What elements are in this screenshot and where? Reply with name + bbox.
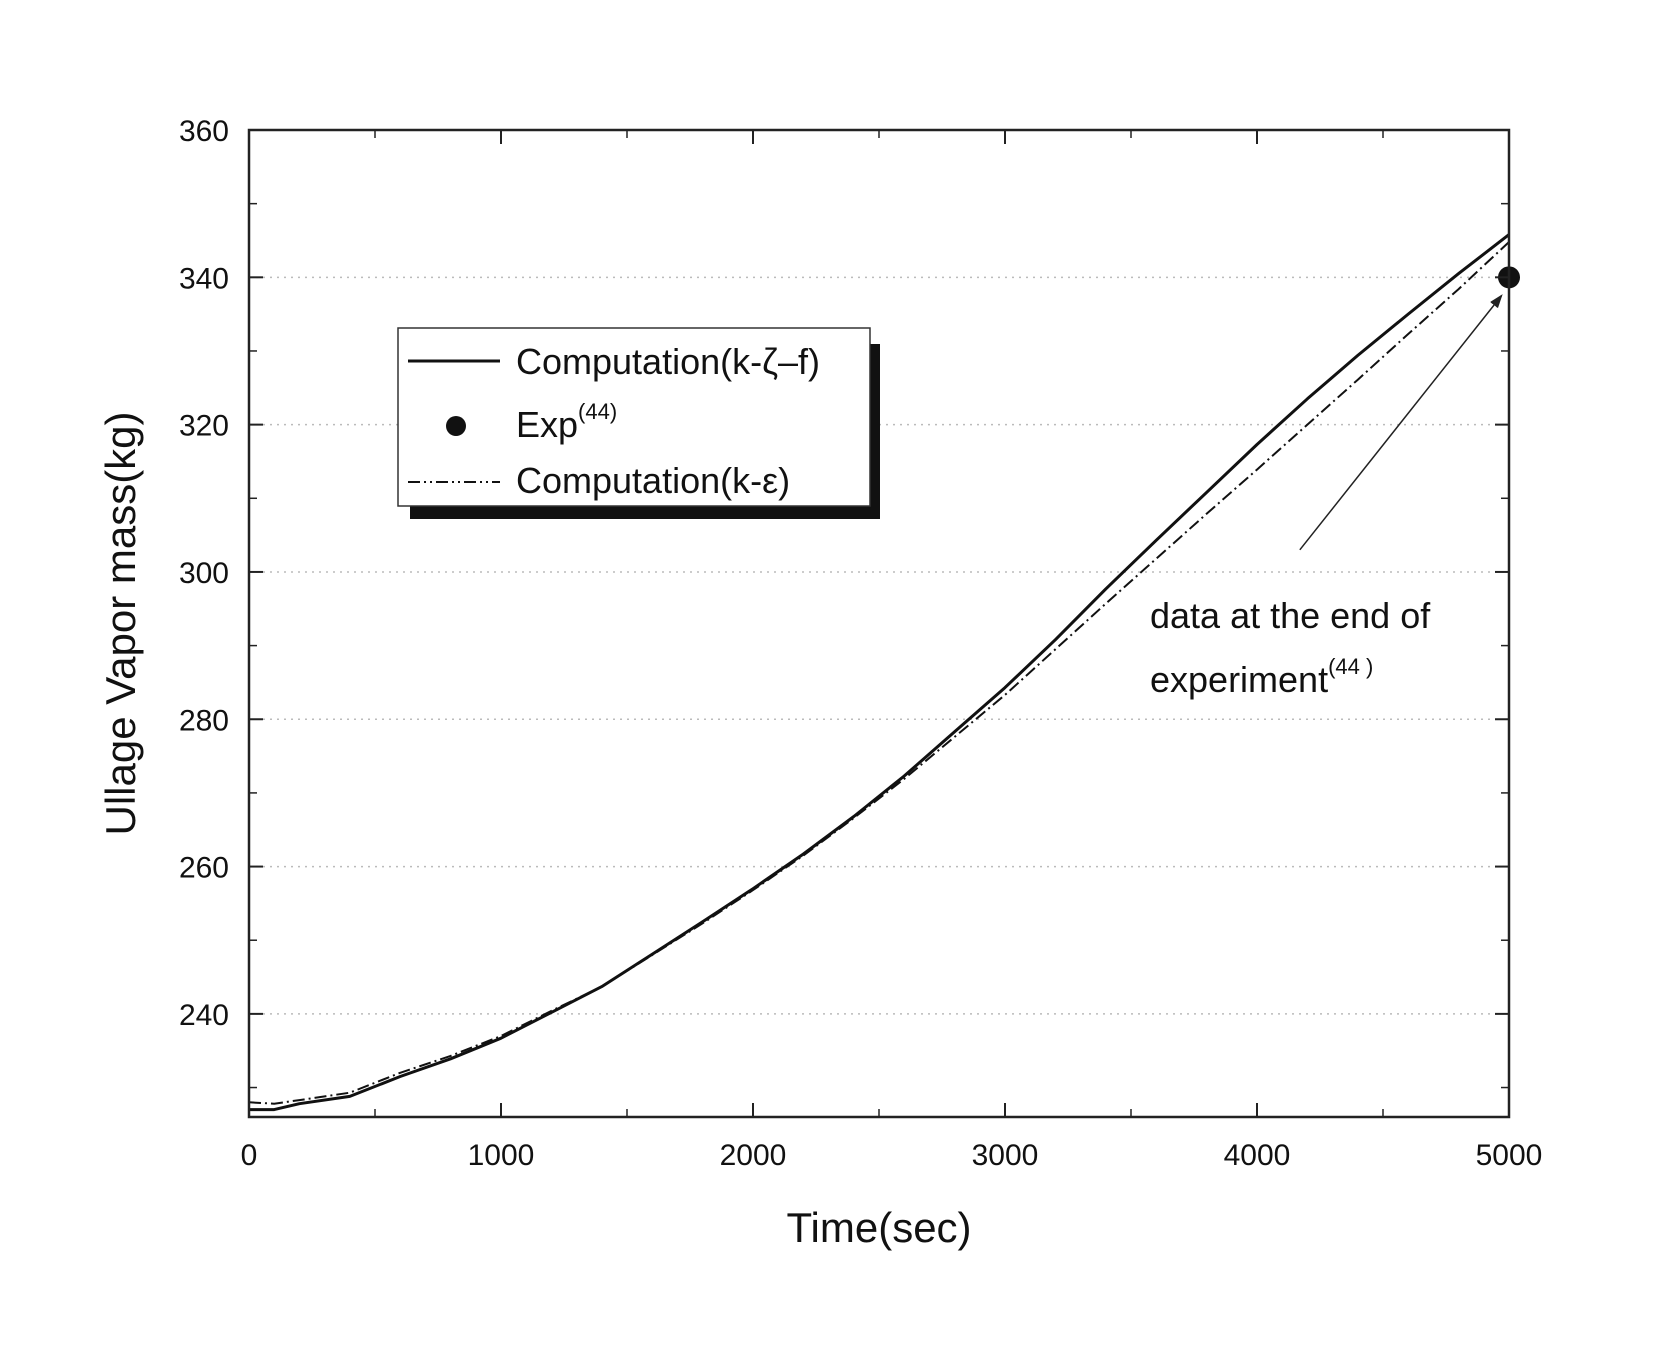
- ticks: [248, 129, 1510, 1117]
- y-tick-label: 300: [179, 557, 229, 590]
- x-tick-label: 4000: [1224, 1139, 1291, 1172]
- legend-label-kzf: Computation(k-ζ–f): [516, 341, 820, 382]
- y-tick-label: 280: [179, 704, 229, 737]
- x-tick-label: 5000: [1476, 1139, 1543, 1172]
- annotation-sup: (44 ): [1328, 654, 1373, 679]
- legend-box: [397, 327, 871, 507]
- annotation-line-2-text: experiment: [1150, 659, 1328, 700]
- series-line-ke: [248, 241, 1510, 1105]
- series-line-kzf: [249, 233, 1510, 1112]
- annotation: data at the end of experiment(44 ): [1150, 294, 1503, 700]
- x-tick-label: 2000: [720, 1139, 787, 1172]
- legend: Computation(k-ζ–f) Exp(44) Computation(k…: [397, 327, 880, 519]
- y-tick-label: 340: [179, 262, 229, 295]
- x-axis-title: Time(sec): [786, 1204, 971, 1251]
- annotation-line-1: data at the end of: [1150, 595, 1431, 636]
- y-tick-label: 320: [179, 410, 229, 443]
- x-tick-label: 0: [241, 1139, 258, 1172]
- legend-label-exp-sup: (44): [578, 399, 617, 424]
- y-tick-labels: 240 260 280 300 320 340 360: [179, 115, 229, 1032]
- legend-swatch-exp: [446, 416, 466, 436]
- y-tick-label: 240: [179, 999, 229, 1032]
- annotation-line-2: experiment(44 ): [1150, 654, 1373, 700]
- y-axis-title: Ullage Vapor mass(kg): [97, 411, 144, 835]
- x-tick-labels: 0 1000 2000 3000 4000 5000: [241, 1139, 1543, 1172]
- annotation-arrow: [1299, 294, 1503, 551]
- legend-label-ke: Computation(k-ε): [516, 460, 790, 501]
- legend-label-exp-text: Exp: [516, 404, 578, 445]
- y-tick-label: 260: [179, 852, 229, 885]
- legend-label-exp: Exp(44): [516, 399, 617, 445]
- y-tick-label: 360: [179, 115, 229, 148]
- x-tick-label: 3000: [972, 1139, 1039, 1172]
- x-tick-label: 1000: [468, 1139, 535, 1172]
